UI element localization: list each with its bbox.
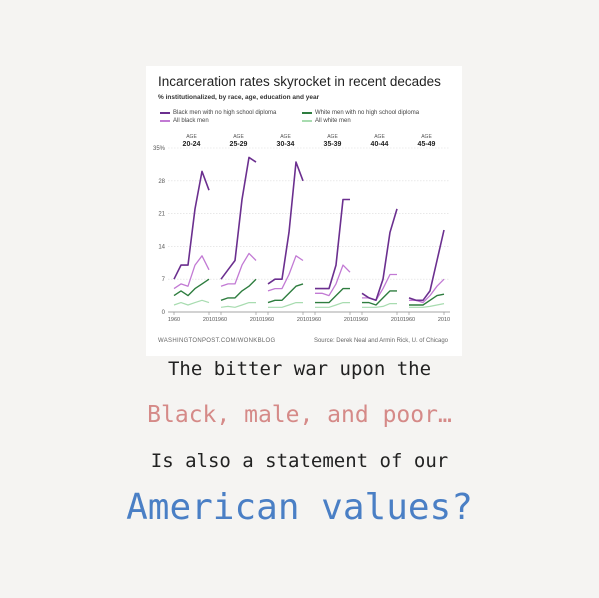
x-tick-label: 2010: [391, 317, 403, 323]
x-tick-label: 2010: [344, 317, 356, 323]
series-line-all-black-men: [221, 253, 256, 286]
y-tick-label: 35%: [153, 146, 166, 152]
panel-age-prefix: AGE: [280, 134, 291, 140]
x-tick-label: 2010: [438, 317, 450, 323]
panel-age-label: 45-49: [418, 141, 436, 148]
series-line-all-white-men: [268, 303, 303, 308]
chart-card: Incarceration rates skyrocket in recent …: [146, 66, 462, 356]
panel-age-prefix: AGE: [186, 134, 197, 140]
panel-age-label: 25-29: [230, 141, 248, 148]
panel-age-label: 20-24: [183, 141, 201, 148]
panel-age-prefix: AGE: [374, 134, 385, 140]
x-tick-label: 2010: [297, 317, 309, 323]
series-line-white-men-with-no-high-school-diploma: [268, 284, 303, 303]
series-line-black-men-with-no-high-school-diploma: [221, 157, 256, 279]
y-tick-label: 21: [158, 212, 165, 218]
panel-age-prefix: AGE: [421, 134, 432, 140]
panel-age-label: 30-34: [277, 141, 295, 148]
series-line-black-men-with-no-high-school-diploma: [409, 230, 444, 300]
x-tick-label: 1960: [262, 317, 274, 323]
footer-source: Source: Derek Neal and Armin Rick, U. of…: [314, 338, 448, 344]
x-tick-label: 1960: [403, 317, 415, 323]
caption-line-1: The bitter war upon the: [0, 358, 599, 380]
series-line-black-men-with-no-high-school-diploma: [362, 209, 397, 300]
series-line-all-black-men: [174, 256, 209, 289]
series-line-all-white-men: [362, 304, 397, 308]
panel-age-label: 40-44: [371, 141, 389, 148]
footer-credit: WASHINGTONPOST.COM/WONKBLOG: [158, 338, 275, 344]
panel-age-prefix: AGE: [233, 134, 244, 140]
x-tick-label: 1960: [215, 317, 227, 323]
y-tick-label: 14: [158, 244, 165, 250]
y-tick-label: 0: [162, 310, 166, 316]
caption-line-4: American values?: [0, 487, 599, 528]
x-tick-label: 1960: [356, 317, 368, 323]
y-tick-label: 28: [158, 179, 165, 185]
caption-line-2: Black, male, and poor…: [0, 402, 599, 428]
series-line-white-men-with-no-high-school-diploma: [174, 279, 209, 295]
series-line-black-men-with-no-high-school-diploma: [268, 162, 303, 284]
series-line-black-men-with-no-high-school-diploma: [174, 171, 209, 279]
series-line-black-men-with-no-high-school-diploma: [315, 200, 350, 289]
series-line-white-men-with-no-high-school-diploma: [221, 279, 256, 300]
x-tick-label: 1960: [309, 317, 321, 323]
series-line-all-white-men: [221, 303, 256, 308]
y-tick-label: 7: [162, 277, 166, 283]
panel-age-label: 35-39: [324, 141, 342, 148]
series-line-all-black-men: [315, 265, 350, 296]
x-tick-label: 2010: [203, 317, 215, 323]
panel-age-prefix: AGE: [327, 134, 338, 140]
x-tick-label: 1960: [168, 317, 180, 323]
series-line-all-white-men: [315, 303, 350, 308]
x-tick-label: 2010: [250, 317, 262, 323]
series-line-all-white-men: [174, 300, 209, 305]
caption-line-3: Is also a statement of our: [0, 450, 599, 472]
